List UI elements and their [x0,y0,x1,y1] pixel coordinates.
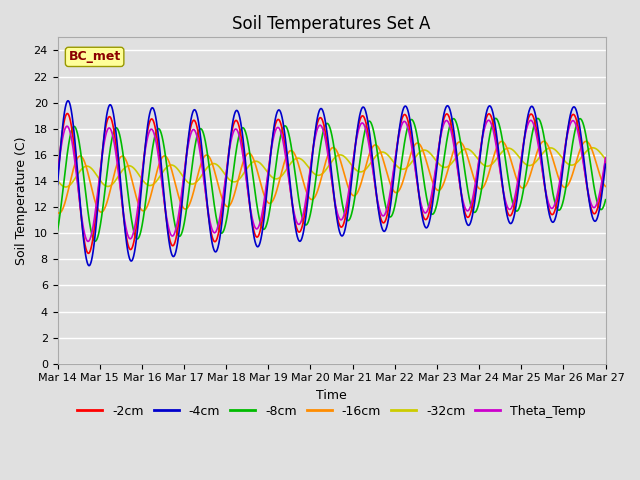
Title: Soil Temperatures Set A: Soil Temperatures Set A [232,15,431,33]
X-axis label: Time: Time [316,389,347,402]
Y-axis label: Soil Temperature (C): Soil Temperature (C) [15,136,28,265]
Legend: -2cm, -4cm, -8cm, -16cm, -32cm, Theta_Temp: -2cm, -4cm, -8cm, -16cm, -32cm, Theta_Te… [72,400,591,423]
Text: BC_met: BC_met [68,50,121,63]
